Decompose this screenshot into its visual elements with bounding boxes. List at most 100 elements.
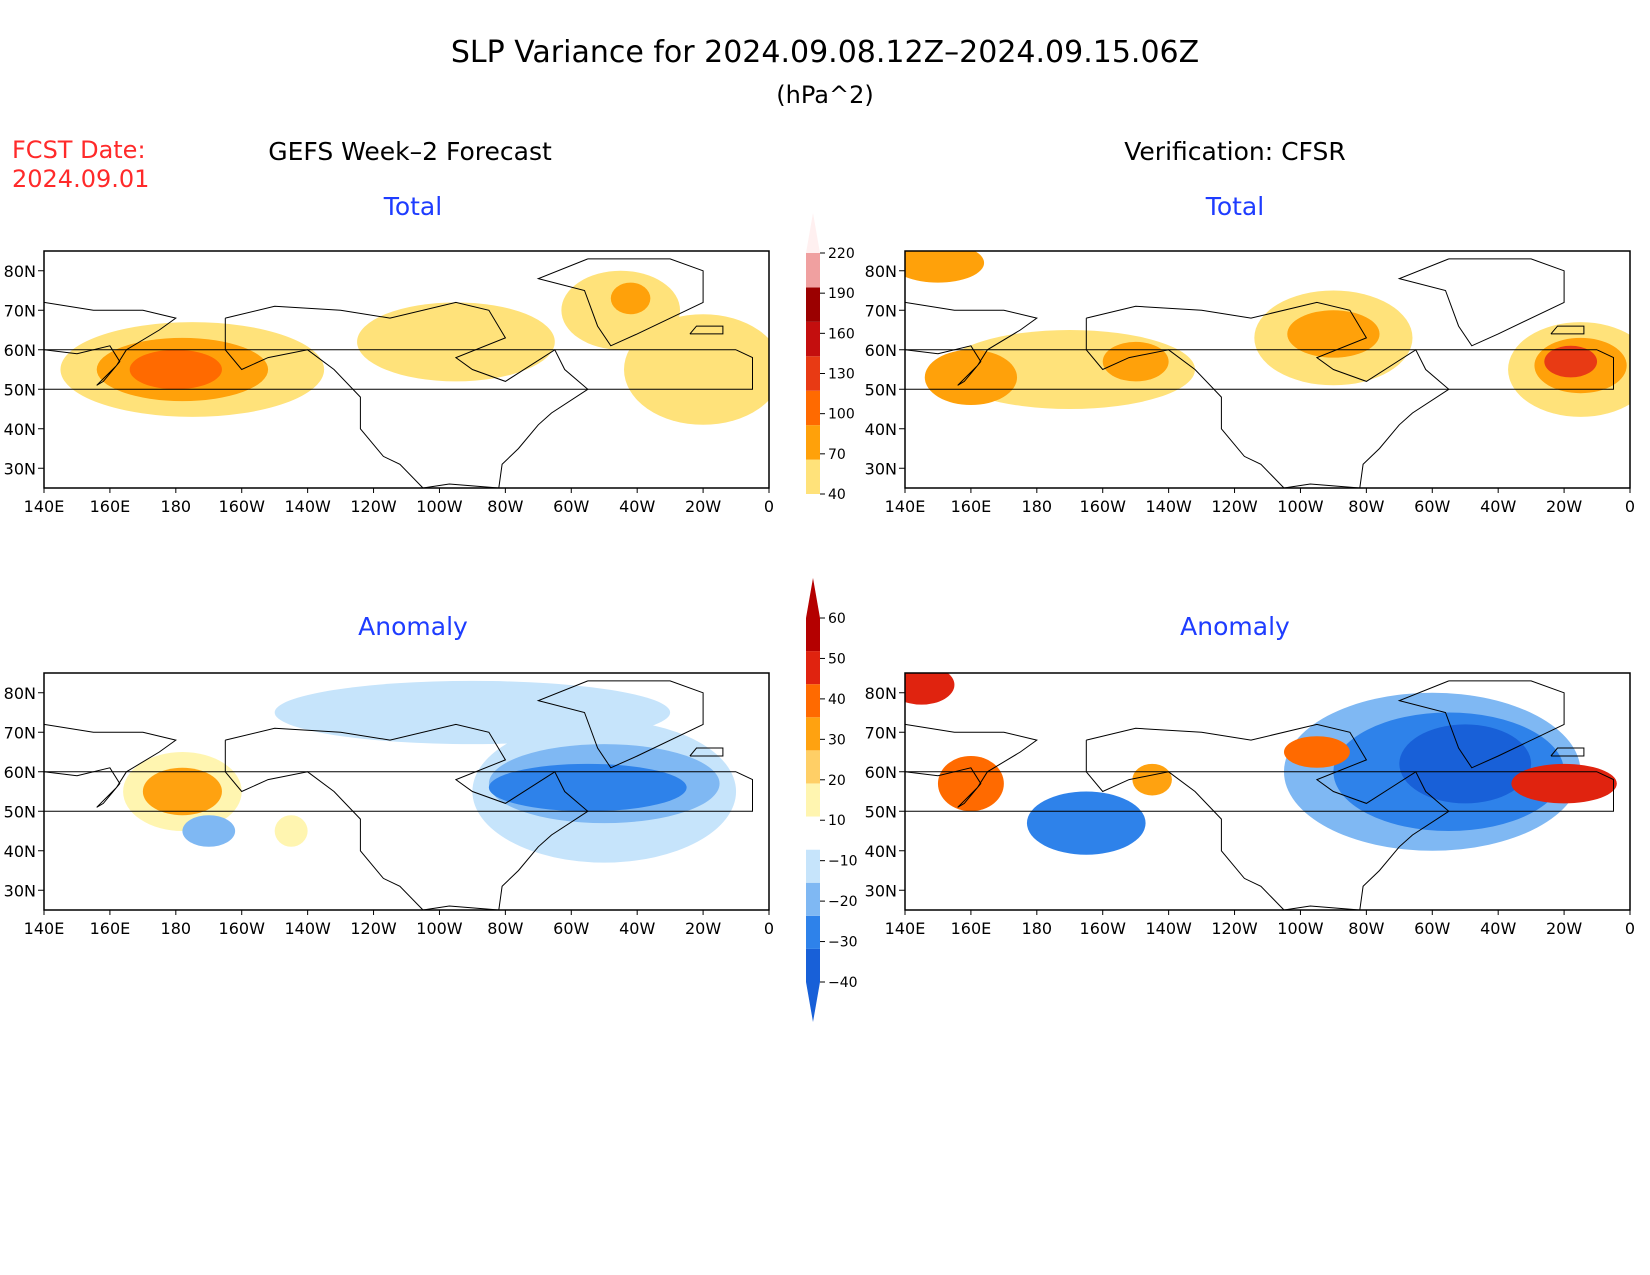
- lon-tick-label: 80W: [1348, 497, 1384, 516]
- shaded-region: [905, 673, 955, 705]
- lon-tick-label: 100W: [416, 919, 463, 938]
- coastline: [44, 301, 177, 386]
- lat-tick-label: 30N: [865, 459, 897, 478]
- colorbar-segment: [806, 425, 820, 460]
- forecast-header: GEFS Week–2 Forecast: [268, 137, 552, 166]
- shaded-region: [1511, 763, 1617, 804]
- colorbar-label: 100: [828, 407, 855, 423]
- lat-tick-label: 70N: [4, 301, 36, 320]
- shaded-region: [1132, 763, 1172, 796]
- shaded-region: [488, 763, 687, 812]
- lat-tick-label: 40N: [865, 420, 897, 439]
- map-frame: [904, 672, 1631, 911]
- lon-tick-label: 0: [764, 497, 774, 516]
- lon-tick-label: 0: [1625, 919, 1635, 938]
- colorbar-label: 220: [828, 246, 855, 262]
- lon-tick-label: 160W: [219, 497, 266, 516]
- units-label: (hPa^2): [776, 81, 873, 109]
- lon-tick-label: 80W: [1348, 919, 1384, 938]
- lat-tick-label: 50N: [865, 380, 897, 399]
- lon-tick-label: 120W: [350, 919, 397, 938]
- coastline: [1397, 680, 1565, 769]
- lat-tick-label: 70N: [865, 723, 897, 742]
- map-panels: 80N 70N 60N 50N 40N 30N 140E 160E 180 160W 140W 120…: [4, 250, 1635, 938]
- colorbar-label: −10: [828, 854, 858, 870]
- colorbar-label: 30: [828, 732, 846, 748]
- colorbar-segment: [806, 684, 820, 718]
- shaded-region: [937, 755, 1004, 812]
- lon-tick-label: 140W: [284, 497, 331, 516]
- lon-tick-label: 140W: [284, 919, 331, 938]
- colorbar-segment: [806, 750, 820, 784]
- map-panel-verif-total: 80N 70N 60N 50N 40N 30N 140E 160E 180 160W 140W 120…: [865, 250, 1635, 516]
- colorbar-label: 50: [828, 651, 846, 667]
- coastline: [224, 301, 589, 488]
- colorbar-label: 130: [828, 367, 855, 383]
- figure-title: SLP Variance for 2024.09.08.12Z–2024.09.…: [451, 35, 1199, 70]
- lat-tick-label: 80N: [4, 684, 36, 703]
- lon-tick-label: 60W: [553, 919, 589, 938]
- lat-tick-label: 70N: [4, 723, 36, 742]
- lon-tick-label: 180: [1022, 497, 1053, 516]
- panel-title-verif-total: Total: [1205, 192, 1264, 221]
- coastline: [905, 301, 1038, 386]
- lon-tick-label: 160W: [219, 919, 266, 938]
- shaded-field: [60, 270, 769, 425]
- fcst-date-value: 2024.09.01: [12, 165, 149, 193]
- shaded-region: [624, 314, 769, 425]
- lon-tick-label: 140E: [24, 919, 65, 938]
- lat-tick-label: 30N: [4, 459, 36, 478]
- lat-tick-label: 70N: [865, 301, 897, 320]
- lon-tick-label: 100W: [1277, 497, 1324, 516]
- map-panel-fcst-anomaly: 80N 70N 60N 50N 40N 30N 140E 160E 180 160W 140W 120…: [4, 672, 774, 938]
- coastline: [536, 258, 704, 347]
- coastlines: [905, 680, 1614, 910]
- lat-tick-label: 30N: [865, 881, 897, 900]
- colorbar-segment: [806, 459, 820, 494]
- coastline: [224, 723, 589, 910]
- colorbar-label: 70: [828, 447, 846, 463]
- lat-tick-label: 30N: [4, 881, 36, 900]
- colorbar-label: 10: [828, 813, 846, 829]
- shaded-region: [905, 251, 985, 283]
- colorbar-segment: [806, 816, 820, 850]
- colorbar-arrow-bottom: [806, 982, 820, 1022]
- lon-tick-label: 160E: [90, 919, 131, 938]
- colorbar-label: 60: [828, 611, 846, 627]
- colorbar-segment: [806, 948, 820, 982]
- colorbar-segment: [806, 287, 820, 322]
- colorbar-label: −30: [828, 935, 858, 951]
- lon-tick-label: 140E: [24, 497, 65, 516]
- lat-tick-label: 50N: [865, 802, 897, 821]
- coastline: [905, 771, 1614, 812]
- colorbar-label: −40: [828, 975, 858, 991]
- map-frame: [904, 250, 1631, 489]
- colorbar-segment: [806, 390, 820, 426]
- colorbar-label: 20: [828, 773, 846, 789]
- lon-tick-label: 0: [1625, 497, 1635, 516]
- lon-tick-label: 160W: [1080, 919, 1127, 938]
- coastline: [1550, 747, 1585, 757]
- shaded-region: [129, 349, 222, 390]
- coastline: [1085, 723, 1450, 910]
- panel-title-verif-anomaly: Anomaly: [1180, 612, 1290, 641]
- colorbar-arrow-top: [806, 213, 820, 253]
- lon-tick-label: 140E: [885, 919, 926, 938]
- lat-tick-label: 60N: [865, 763, 897, 782]
- coastline: [1550, 325, 1585, 335]
- colorbar-segment: [806, 882, 820, 916]
- lon-tick-label: 140W: [1145, 919, 1192, 938]
- lon-tick-label: 40W: [619, 919, 655, 938]
- colorbar-segment: [806, 356, 820, 391]
- lat-tick-label: 80N: [4, 262, 36, 281]
- lon-tick-label: 100W: [1277, 919, 1324, 938]
- coastline: [44, 723, 177, 808]
- lon-tick-label: 180: [161, 919, 192, 938]
- lon-tick-label: 60W: [1414, 497, 1450, 516]
- lon-tick-label: 60W: [553, 497, 589, 516]
- coastline: [689, 747, 724, 757]
- shaded-region: [182, 815, 236, 847]
- shaded-region: [610, 282, 651, 315]
- lon-tick-label: 40W: [1480, 497, 1516, 516]
